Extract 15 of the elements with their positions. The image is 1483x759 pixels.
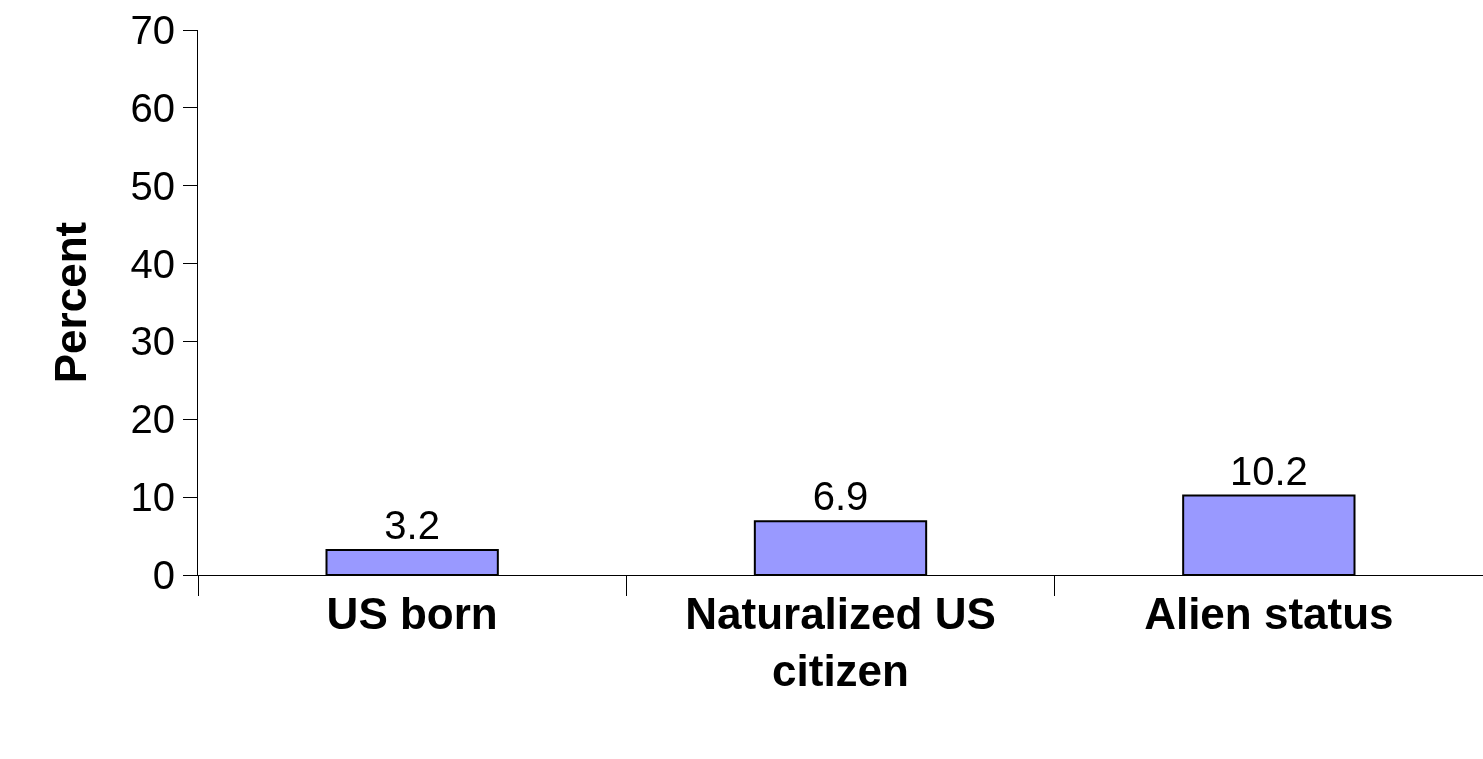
x-tick-label: US born	[326, 588, 498, 638]
x-tick-label: Naturalized US citizen	[685, 588, 996, 695]
x-tick-label: Alien status	[1144, 588, 1394, 638]
y-tick-label: 10	[130, 475, 175, 520]
y-tick-label: 20	[130, 397, 175, 442]
y-tick-label: 0	[152, 553, 175, 597]
y-axis-title: Percent	[45, 221, 95, 384]
data-label: 3.2	[384, 503, 440, 548]
data-label: 6.9	[812, 474, 869, 519]
y-tick-label: 70	[130, 8, 175, 52]
y-tick-label: 40	[130, 241, 175, 286]
y-tick-label: 30	[130, 319, 175, 364]
data-label: 10.2	[1229, 448, 1308, 493]
y-tick-label: 50	[130, 163, 175, 208]
y-tick-label: 60	[130, 85, 175, 130]
